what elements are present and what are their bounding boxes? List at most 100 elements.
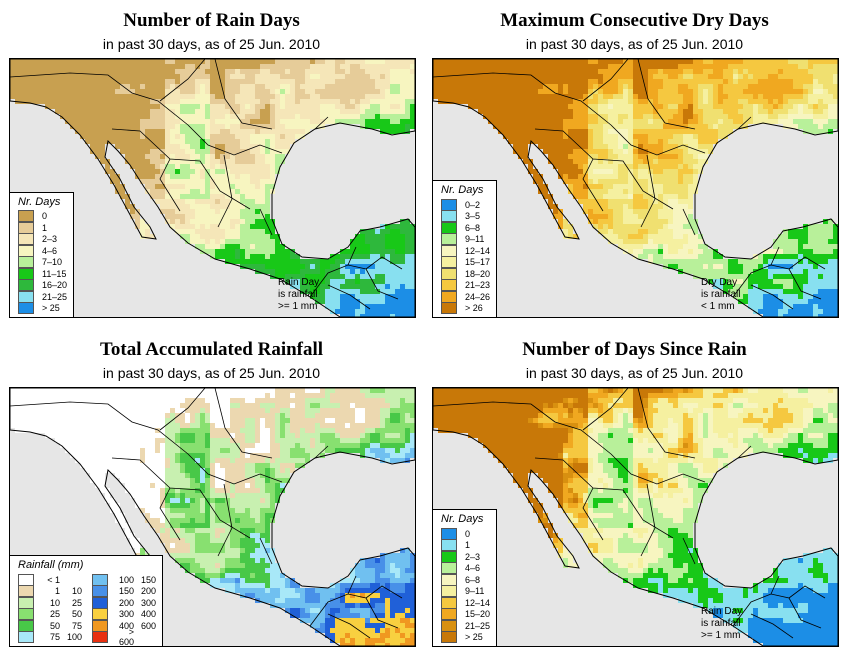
legend-swatch [441, 256, 457, 269]
legend-label: 1 [42, 222, 48, 233]
legend-item: 100 150 [92, 573, 156, 586]
map-canvas [433, 59, 838, 317]
map-canvas [10, 59, 415, 317]
legend-item: 4–6 [18, 244, 67, 257]
legend: Nr. Days 0 1 2–3 4–6 6–8 9–11 12–14 15–20 21–25 >… [433, 509, 498, 646]
legend-item: 6–8 [441, 221, 490, 234]
legend-swatch [18, 267, 34, 280]
note-line: Rain Day [278, 277, 320, 288]
legend-swatch [441, 573, 457, 586]
legend-range-high: 75 [71, 620, 82, 631]
legend-range-low: 25 [49, 609, 60, 620]
legend-range-low: 1 [54, 586, 60, 597]
legend-range-high: 400 [140, 609, 156, 620]
map-days-since-rain: Nr. Days 0 1 2–3 4–6 6–8 9–11 12–14 15–20 21–25 >… [432, 387, 839, 647]
legend-item: 12–14 [441, 244, 490, 257]
legend-range-low: 75 [49, 632, 60, 643]
panel-title: Number of Rain Days [123, 10, 300, 31]
legend-item: > 25 [18, 302, 67, 315]
legend-label: 0 [465, 528, 471, 539]
legend-label: 11–15 [42, 268, 67, 279]
legend-range-high: 50 [71, 609, 82, 620]
legend-col-right: 100 150 150 200 200 300 300 400 400 600 > 600 [92, 573, 156, 646]
legend-swatch [18, 256, 34, 269]
legend-swatch [441, 562, 457, 575]
legend-swatch [441, 302, 457, 315]
legend-item: 0 [18, 210, 67, 223]
legend-item: < 1 [18, 573, 82, 586]
note-line: Rain Day [701, 606, 743, 617]
legend-item: 300 400 [92, 608, 156, 621]
legend-item: 1 10 [18, 585, 82, 598]
legend-item: 9–11 [441, 233, 490, 246]
panel-subtitle: in past 30 days, as of 25 Jun. 2010 [525, 36, 744, 52]
panel-days-since-rain: Number of Days Since Rain in past 30 day… [423, 329, 846, 658]
legend-range-low: 300 [118, 609, 134, 620]
legend-label: 15–20 [465, 609, 491, 620]
legend-swatch [18, 596, 34, 609]
legend-label: > 26 [465, 303, 483, 314]
legend-title: Nr. Days [18, 195, 61, 208]
legend-item: 3–5 [441, 210, 490, 223]
coastline [433, 59, 838, 317]
legend-item: 2–3 [18, 233, 67, 246]
legend-label: 7–10 [42, 257, 63, 268]
legend-swatch [92, 608, 108, 621]
legend-label: 1 [465, 540, 471, 551]
legend: Rainfall (mm) < 1 1 10 10 25 25 50 50 75 75 100 10… [10, 555, 163, 646]
legend-item: 6–8 [441, 573, 490, 586]
note-line: >= 1 mm [701, 630, 741, 641]
legend-label: > 25 [42, 303, 60, 314]
legend-label: 2–3 [465, 551, 481, 562]
legend-swatch [18, 585, 34, 598]
note-line: is rainfall [701, 289, 741, 300]
legend-item: 0–2 [441, 198, 490, 211]
legend-range-high: 150 [140, 574, 156, 585]
legend-title: Rainfall (mm) [18, 559, 84, 571]
legend-swatch [441, 539, 457, 552]
legend-item: 150 200 [92, 585, 156, 598]
legend-label: 12–14 [465, 597, 491, 608]
legend-swatch [18, 210, 34, 223]
note-line: Dry Day [701, 277, 738, 288]
panel-title: Total Accumulated Rainfall [99, 339, 324, 360]
legend-swatch [441, 233, 457, 246]
legend-title: Nr. Days [441, 513, 484, 525]
legend-item: 16–20 [18, 279, 67, 292]
legend-grid: < 1 1 10 10 25 25 50 50 75 75 100 100 150 150 200 200 3… [18, 573, 156, 646]
legend-item: 2–3 [441, 550, 490, 563]
legend-swatch [18, 573, 34, 586]
legend-item: 21–25 [18, 290, 68, 303]
legend-range-low: 200 [118, 597, 134, 608]
map-canvas [10, 388, 415, 646]
legend-label: 4–6 [42, 245, 58, 256]
legend-swatch [441, 596, 457, 609]
legend-range-high: 100 [66, 632, 82, 643]
legend-swatch [441, 267, 457, 280]
legend-col-left: < 1 1 10 10 25 25 50 50 75 75 100 [18, 573, 82, 644]
legend-label: 15–17 [465, 257, 491, 268]
legend-label: 21–23 [465, 280, 491, 291]
legend-label: 21–25 [465, 620, 491, 631]
border-lines [433, 388, 826, 639]
legend-item: 12–14 [441, 596, 491, 609]
legend-label: 21–25 [42, 291, 68, 302]
coastline [10, 388, 415, 646]
legend-item: 75 100 [18, 631, 82, 644]
legend-item: 1 [18, 221, 67, 234]
note-line: is rainfall [278, 289, 318, 300]
legend-range-high: 200 [140, 586, 156, 597]
legend-swatch [441, 608, 457, 621]
legend-swatch [441, 198, 457, 211]
map-note: Rain Day is rainfall >= 1 mm [278, 277, 319, 313]
legend-item: 21–25 [441, 619, 491, 632]
legend-range-low: 10 [49, 597, 60, 608]
panel-subtitle: in past 30 days, as of 25 Jun. 2010 [102, 36, 321, 52]
map-note: Dry Day is rainfall < 1 mm [701, 277, 740, 313]
legend-range-high: 25 [71, 597, 82, 608]
legend-item: 25 50 [18, 608, 82, 621]
legend-range-low: 150 [118, 586, 134, 597]
legend-label: 24–26 [465, 291, 491, 302]
panel-subtitle: in past 30 days, as of 25 Jun. 2010 [102, 365, 321, 381]
legend-swatch [441, 290, 457, 303]
